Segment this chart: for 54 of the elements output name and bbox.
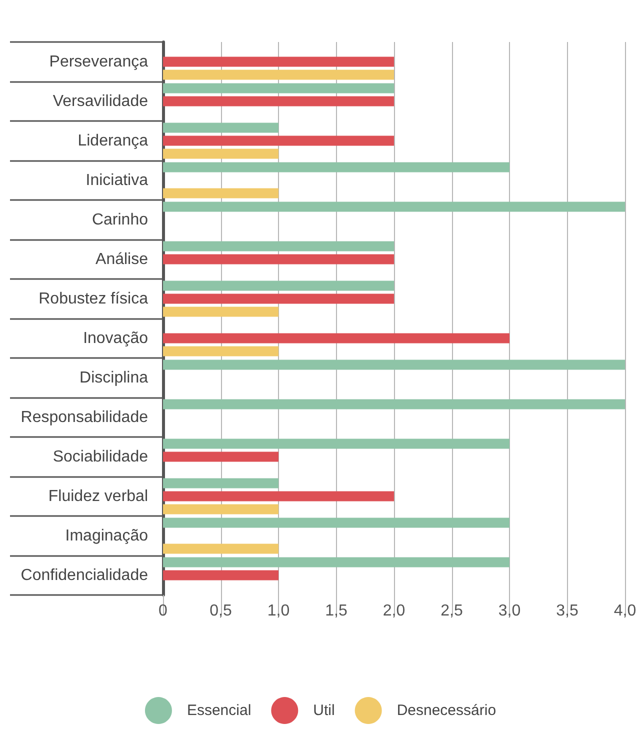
bar bbox=[163, 333, 510, 344]
bar bbox=[163, 202, 625, 212]
x-tick-label: 1,5 bbox=[325, 602, 348, 620]
bar bbox=[163, 70, 394, 80]
bar bbox=[163, 306, 278, 317]
bar bbox=[163, 280, 394, 291]
bar bbox=[163, 478, 278, 488]
bar bbox=[163, 148, 278, 159]
y-tick-label: Confidencialidade bbox=[20, 566, 148, 584]
bar bbox=[163, 56, 394, 67]
bar bbox=[163, 557, 510, 568]
bar bbox=[163, 544, 278, 554]
y-tick-label: Perseverança bbox=[49, 53, 148, 70]
bar bbox=[163, 294, 394, 304]
x-tick-label: 0,5 bbox=[210, 602, 232, 620]
legend-label: Util bbox=[313, 702, 335, 719]
y-tick-label: Fluidez verbal bbox=[48, 488, 148, 505]
x-tick-label: 2,5 bbox=[440, 602, 463, 620]
bar bbox=[163, 504, 278, 514]
bar bbox=[163, 346, 278, 356]
bar bbox=[163, 491, 394, 502]
bar bbox=[163, 570, 278, 580]
bar bbox=[163, 122, 278, 133]
x-tick-label: 1,0 bbox=[267, 602, 290, 620]
x-tick-label: 3,0 bbox=[498, 602, 521, 620]
y-tick-label: Robustez física bbox=[38, 290, 148, 308]
bar bbox=[163, 452, 278, 462]
bar bbox=[163, 360, 625, 370]
x-tick-label: 3,5 bbox=[556, 602, 578, 620]
x-tick-label: 4,0 bbox=[614, 602, 636, 620]
legend-label: Desnecessário bbox=[396, 702, 496, 719]
y-tick-label: Inovação bbox=[83, 330, 148, 347]
y-tick-label: Imaginação bbox=[65, 527, 148, 544]
bar bbox=[163, 162, 510, 172]
legend-label: Essencial bbox=[186, 702, 252, 719]
bar bbox=[163, 241, 394, 252]
x-tick-label: 2,0 bbox=[382, 602, 406, 620]
bar bbox=[163, 136, 394, 146]
bar bbox=[163, 399, 625, 410]
y-tick-label: Sociabilidade bbox=[52, 448, 148, 466]
y-tick-label: Iniciativa bbox=[86, 172, 148, 189]
y-tick-label: Carinho bbox=[92, 211, 148, 228]
bar bbox=[163, 518, 510, 528]
x-tick-label: 0 bbox=[158, 602, 168, 620]
y-tick-label: Responsabilidade bbox=[20, 408, 148, 426]
bar bbox=[163, 438, 510, 449]
y-tick-label: Liderança bbox=[78, 132, 148, 150]
bar bbox=[163, 96, 394, 106]
bar bbox=[163, 83, 394, 94]
y-tick-label: Versavilidade bbox=[52, 92, 148, 110]
y-tick-label: Análise bbox=[96, 250, 148, 268]
bar bbox=[163, 254, 394, 264]
bar bbox=[163, 188, 278, 198]
y-tick-label: Disciplina bbox=[80, 369, 148, 386]
